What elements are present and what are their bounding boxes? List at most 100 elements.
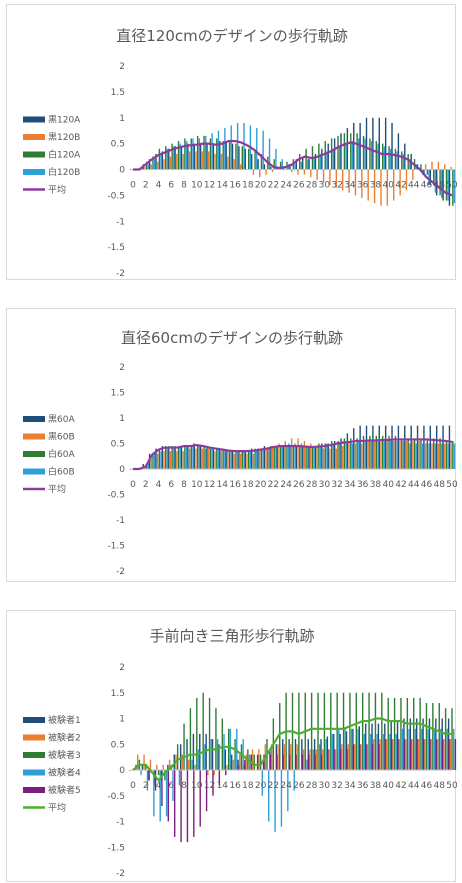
c2-bar-白60A — [196, 446, 199, 469]
c2-bar-白60A — [235, 451, 237, 469]
c1-bar-黒120B — [259, 169, 261, 178]
c3-bar-被験者1 — [211, 739, 214, 770]
c1-bar-白120B — [345, 143, 347, 170]
c1-bar-黒120A — [423, 169, 425, 175]
c3-xtick-label: 30 — [319, 781, 331, 791]
c2-bar-白60A — [381, 435, 384, 469]
c1-bar-黒120A — [180, 146, 183, 170]
c1-bar-白120B — [326, 151, 328, 170]
chart-panel-1: 直径120cmのデザインの歩行軌跡 2 1.5 1 0.5 0 -0.5 -1 -1.5 -2 0 2… — [6, 4, 457, 280]
c2-bar-黒60A — [155, 448, 157, 469]
c2-bar-白60B — [281, 446, 283, 469]
c3-bar-被験者5 — [199, 770, 201, 827]
c2-bar-黒60B — [201, 448, 204, 469]
c2-bar-白60A — [388, 435, 390, 469]
c2-legend-label: 黒60A — [48, 414, 75, 425]
c2-bar-黒60B — [195, 448, 197, 469]
c2-bar-黒60A — [270, 446, 272, 469]
c2-bar-黒60B — [361, 443, 363, 469]
c2-bar-黒60B — [163, 451, 165, 469]
c1-bar-白120B — [179, 143, 181, 170]
c3-bar-被験者4 — [319, 744, 321, 770]
c1-bar-白120A — [196, 135, 199, 170]
c1-bar-黒120B — [386, 169, 389, 206]
c1-bar-黒120A — [314, 153, 317, 170]
c2-bar-黒60A — [174, 446, 176, 469]
c3-xtick-label: 20 — [255, 781, 267, 791]
c3-bar-被験者2 — [398, 739, 400, 770]
c1-bar-白120B — [339, 146, 341, 170]
c1-bar-黒120B — [341, 169, 344, 191]
c1-bar-白120B — [147, 164, 150, 170]
c1-xtick-label: 2 — [143, 181, 149, 191]
c2-bar-白60A — [184, 446, 186, 469]
c1-bar-白120B — [243, 122, 245, 170]
c3-bar-被験者5 — [429, 739, 431, 770]
c3-bar-被験者5 — [359, 744, 361, 770]
c1-xtick-label: 22 — [268, 181, 279, 191]
c1-bar-黒120A — [199, 143, 202, 170]
c3-bar-被験者3 — [374, 692, 377, 770]
c1-bar-白120B — [173, 146, 175, 170]
c3-xtick-label: 18 — [242, 781, 254, 791]
c3-bar-被験者3 — [361, 692, 364, 770]
c3-bar-被験者4 — [325, 739, 327, 770]
c2-bar-黒60B — [367, 440, 369, 469]
c3-bar-被験者1 — [313, 739, 316, 770]
c3-bar-被験者4 — [274, 770, 276, 832]
c3-bar-被験者2 — [322, 749, 324, 770]
c3-bar-被験者3 — [419, 697, 421, 770]
c3-bar-被験者5 — [307, 754, 310, 770]
c1-bar-白120B — [236, 122, 239, 170]
c2-bar-黒60B — [239, 453, 242, 469]
c2-bar-白60A — [222, 448, 224, 469]
c1-bar-黒120B — [354, 169, 357, 196]
c3-bar-被験者3 — [381, 692, 383, 770]
c2-ytick-label: 0 — [119, 465, 125, 475]
c2-bar-白60B — [332, 443, 335, 469]
c2-bar-白60B — [409, 443, 411, 469]
c2-bar-黒60B — [329, 448, 331, 469]
c1-xtick-label: 48 — [434, 181, 446, 191]
c2-bar-黒60A — [129, 469, 132, 470]
c3-bar-被験者5 — [148, 770, 150, 781]
c1-bar-白120B — [358, 138, 360, 170]
c1-bar-黒120A — [346, 128, 349, 170]
c1-bar-白120B — [402, 153, 405, 170]
c3-legend-swatch — [23, 769, 45, 776]
c2-xtick-label: 30 — [319, 480, 331, 490]
c2-bar-白60A — [152, 453, 154, 469]
c3-bar-被験者3 — [228, 728, 230, 770]
c2-bar-黒60B — [169, 451, 172, 469]
c3-bar-被験者4 — [197, 749, 200, 770]
c3-xtick-label: 36 — [357, 781, 369, 791]
c3-ytick-label: 2 — [119, 663, 125, 673]
c3-bar-被験者2 — [411, 739, 413, 770]
c3-bar-被験者4 — [453, 728, 455, 770]
c2-bar-黒60A — [276, 446, 278, 469]
c2-xtick-label: 18 — [242, 480, 254, 490]
c3-bar-被験者1 — [301, 739, 303, 770]
c3-bar-被験者2 — [309, 749, 311, 770]
c1-bar-白120A — [381, 143, 384, 170]
c2-xtick-label: 22 — [268, 480, 279, 490]
c1-bar-黒120A — [206, 143, 208, 170]
c3-bar-被験者5 — [301, 754, 303, 770]
c3-bar-被験者3 — [279, 703, 281, 770]
c1-bar-黒120A — [231, 143, 234, 170]
c2-xtick-label: 44 — [408, 480, 420, 490]
c3-bar-被験者3 — [438, 703, 440, 770]
c2-bar-白60A — [337, 440, 339, 469]
c3-xtick-label: 0 — [130, 781, 136, 791]
c2-bar-黒60B — [412, 440, 414, 469]
c1-bar-黒120A — [302, 156, 304, 170]
c2-bar-黒60B — [348, 443, 350, 469]
c1-xtick-label: 4 — [156, 181, 162, 191]
c1-bar-白120B — [364, 138, 366, 170]
c2-bar-黒60B — [227, 451, 229, 469]
c1-xtick-label: 18 — [242, 181, 254, 191]
c2-bar-黒60A — [397, 425, 400, 469]
c2-bar-黒60A — [435, 425, 438, 469]
c1-legend-label: 黒120B — [48, 132, 80, 143]
c3-bar-被験者3 — [444, 708, 447, 770]
